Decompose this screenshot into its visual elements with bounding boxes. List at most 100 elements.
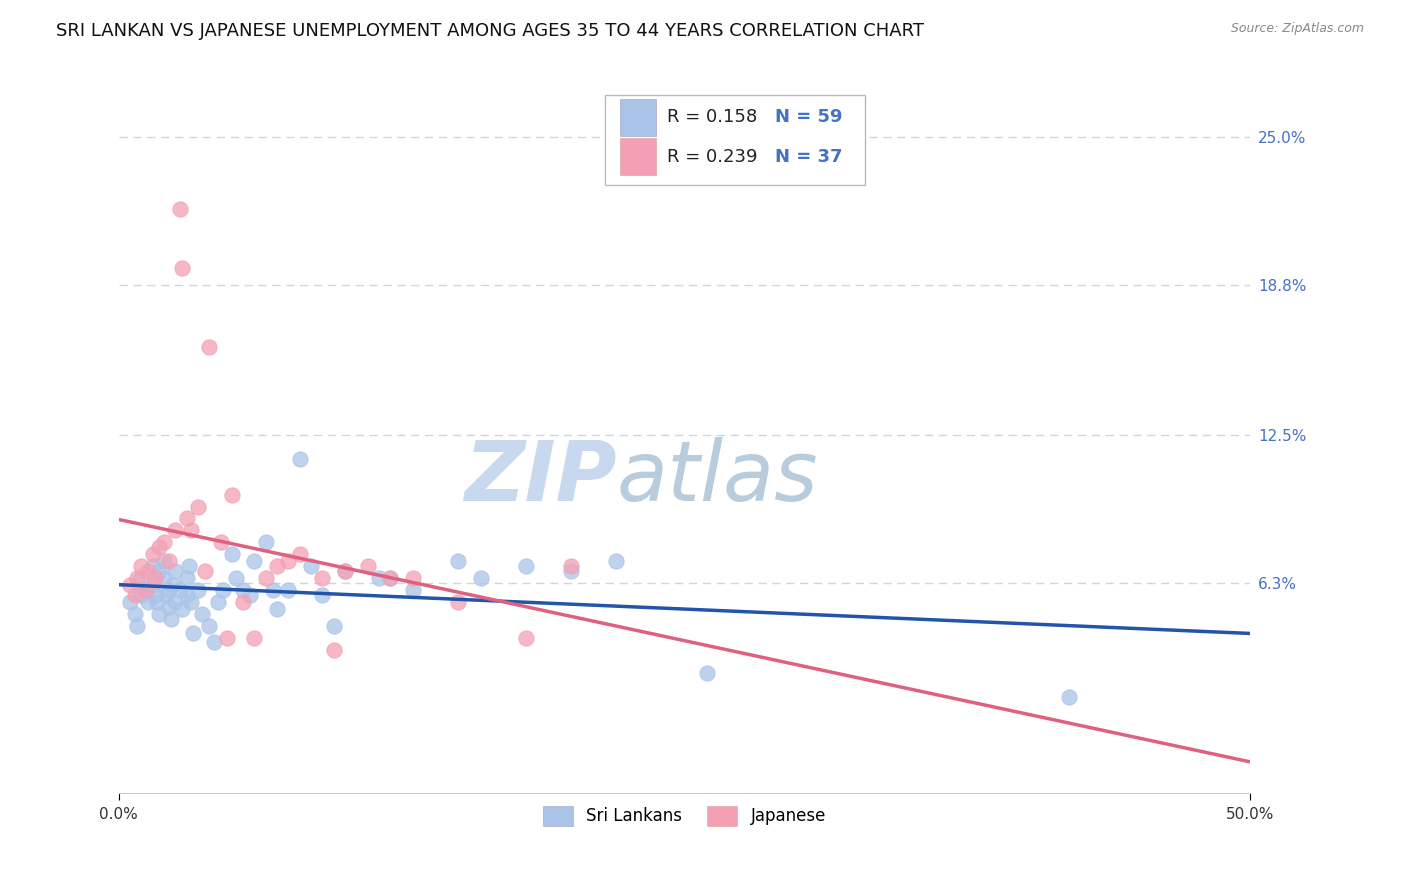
Text: R = 0.239: R = 0.239 — [668, 148, 758, 166]
Point — [148, 540, 170, 554]
Point — [311, 571, 333, 585]
Point — [322, 619, 344, 633]
Point — [207, 595, 229, 609]
Point — [125, 571, 148, 585]
Point — [172, 602, 194, 616]
Point — [211, 582, 233, 597]
Point — [143, 588, 166, 602]
Point — [142, 578, 165, 592]
Point — [153, 554, 176, 568]
Point — [157, 554, 180, 568]
Point — [311, 588, 333, 602]
Point — [143, 571, 166, 585]
Point — [217, 631, 239, 645]
Point — [380, 571, 402, 585]
Point — [447, 595, 470, 609]
Point — [131, 571, 153, 585]
Point — [470, 571, 492, 585]
Text: SRI LANKAN VS JAPANESE UNEMPLOYMENT AMONG AGES 35 TO 44 YEARS CORRELATION CHART: SRI LANKAN VS JAPANESE UNEMPLOYMENT AMON… — [56, 22, 924, 40]
Point — [153, 571, 176, 585]
Point — [118, 578, 141, 592]
Point — [172, 261, 194, 276]
Point — [243, 554, 266, 568]
Point — [380, 571, 402, 585]
Point — [177, 559, 200, 574]
Text: Source: ZipAtlas.com: Source: ZipAtlas.com — [1230, 22, 1364, 36]
Point — [165, 595, 187, 609]
Point — [118, 595, 141, 609]
Point — [243, 631, 266, 645]
Point — [169, 202, 191, 216]
Point — [333, 564, 356, 578]
Text: N = 59: N = 59 — [775, 108, 842, 126]
Point — [515, 559, 537, 574]
Point — [142, 559, 165, 574]
Point — [176, 588, 198, 602]
Point — [356, 559, 378, 574]
Point — [198, 619, 221, 633]
Text: atlas: atlas — [616, 437, 818, 518]
Point — [131, 588, 153, 602]
Point — [191, 607, 214, 621]
Point — [153, 535, 176, 549]
Point — [135, 582, 157, 597]
Point — [125, 619, 148, 633]
Point — [194, 564, 217, 578]
Point — [209, 535, 232, 549]
Point — [266, 559, 288, 574]
Point — [135, 582, 157, 597]
Point — [560, 559, 582, 574]
Point — [124, 588, 146, 602]
Point — [165, 524, 187, 538]
Point — [333, 564, 356, 578]
Point — [136, 564, 159, 578]
Point — [299, 559, 322, 574]
FancyBboxPatch shape — [605, 95, 865, 185]
Point — [169, 582, 191, 597]
Point — [225, 571, 247, 585]
Point — [162, 578, 184, 592]
Point — [560, 564, 582, 578]
Text: N = 37: N = 37 — [775, 148, 842, 166]
Point — [696, 666, 718, 681]
Point — [266, 602, 288, 616]
Point — [277, 554, 299, 568]
Point — [447, 554, 470, 568]
Point — [148, 607, 170, 621]
FancyBboxPatch shape — [620, 138, 657, 176]
Point — [254, 535, 277, 549]
Point — [1057, 690, 1080, 705]
Point — [131, 559, 153, 574]
Point — [157, 599, 180, 614]
FancyBboxPatch shape — [620, 98, 657, 136]
Point — [254, 571, 277, 585]
Point — [232, 595, 254, 609]
Point — [515, 631, 537, 645]
Point — [402, 571, 425, 585]
Point — [367, 571, 389, 585]
Point — [221, 488, 243, 502]
Point — [157, 582, 180, 597]
Point — [176, 571, 198, 585]
Text: ZIP: ZIP — [464, 437, 616, 518]
Point — [165, 564, 187, 578]
Point — [187, 500, 209, 514]
Point — [136, 595, 159, 609]
Point — [198, 340, 221, 354]
Point — [288, 547, 311, 561]
Point — [146, 595, 169, 609]
Point — [262, 582, 284, 597]
Point — [202, 635, 225, 649]
Point — [221, 547, 243, 561]
Point — [159, 612, 181, 626]
Point — [232, 582, 254, 597]
Point — [124, 607, 146, 621]
Point — [288, 451, 311, 466]
Point — [180, 595, 202, 609]
Legend: Sri Lankans, Japanese: Sri Lankans, Japanese — [534, 797, 834, 834]
Point — [148, 564, 170, 578]
Point — [155, 588, 177, 602]
Point — [239, 588, 262, 602]
Point — [402, 582, 425, 597]
Point — [187, 582, 209, 597]
